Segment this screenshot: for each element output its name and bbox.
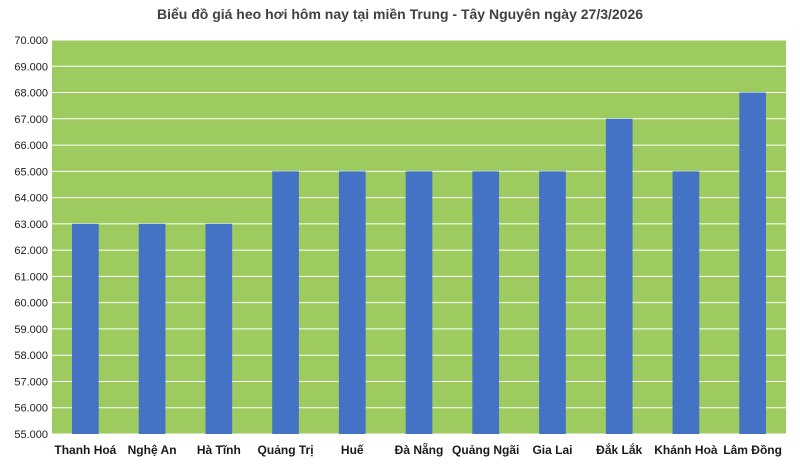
x-tick-label: Nghệ An (128, 443, 177, 457)
bar (138, 223, 166, 434)
y-tick-label: 70.000 (14, 35, 48, 47)
y-tick-label: 65.000 (14, 166, 48, 178)
x-tick-label: Đà Nẵng (395, 442, 444, 457)
y-tick-label: 55.000 (14, 429, 48, 441)
y-tick-label: 57.000 (14, 376, 48, 388)
x-tick-label: Quảng Ngãi (452, 443, 519, 457)
x-tick-label: Gia Lai (532, 443, 572, 457)
bar (539, 171, 566, 435)
x-tick-label: Thanh Hoá (54, 443, 116, 457)
y-tick-label: 63.000 (14, 219, 48, 231)
y-tick-label: 60.000 (14, 298, 48, 310)
y-tick-label: 68.000 (14, 88, 48, 100)
bar (672, 171, 700, 435)
y-tick-label: 67.000 (14, 114, 48, 126)
y-tick-label: 62.000 (14, 245, 48, 257)
bar (272, 171, 299, 435)
bar (739, 92, 766, 435)
y-tick-label: 69.000 (14, 61, 48, 73)
bar (405, 171, 433, 435)
bar (205, 223, 233, 434)
x-tick-label: Lâm Đồng (723, 443, 782, 457)
x-tick-label: Khánh Hoà (654, 443, 718, 457)
bar (605, 118, 633, 435)
chart-title: Biểu đồ giá heo hơi hôm nay tại miền Tru… (156, 6, 644, 22)
bar (472, 171, 500, 435)
x-tick-label: Đắk Lắk (596, 442, 642, 457)
x-tick-label: Huế (341, 443, 364, 457)
y-tick-label: 56.000 (14, 403, 48, 415)
bar (72, 223, 99, 434)
y-tick-label: 58.000 (14, 350, 48, 362)
y-tick-label: 59.000 (14, 324, 48, 336)
bar (338, 171, 366, 435)
x-tick-label: Quảng Trị (258, 443, 314, 457)
x-tick-label: Hà Tĩnh (197, 443, 241, 457)
y-tick-label: 66.000 (14, 140, 48, 152)
y-tick-label: 64.000 (14, 193, 48, 205)
y-tick-label: 61.000 (14, 271, 48, 283)
